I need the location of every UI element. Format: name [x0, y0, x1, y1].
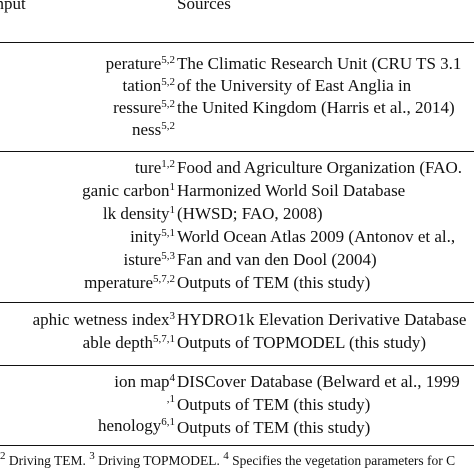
source-text: The Climatic Research Unit (CRU TS 3.1: [177, 54, 462, 73]
source-text: Outputs of TEM (this study): [177, 273, 371, 292]
source-text: Harmonized World Soil Database: [177, 181, 406, 200]
row-label: able depth5,7,1: [82, 333, 175, 352]
row-label: ion map4: [114, 372, 175, 391]
header-input-line1: d input: [0, 0, 26, 13]
row-label: ressure5,2: [113, 98, 175, 117]
group-rule: [0, 302, 474, 303]
source-text: Fan and van den Dool (2004): [177, 250, 377, 269]
source-text: the United Kingdom (Harris et al., 2014): [177, 98, 455, 117]
row-label: inity5,1: [130, 227, 175, 246]
row-label: ness5,2: [131, 120, 175, 139]
source-text: (HWSD; FAO, 2008): [177, 204, 323, 223]
source-text: HYDRO1k Elevation Derivative Database: [177, 310, 467, 329]
row-label: aphic wetness index3: [32, 310, 175, 329]
group-rule: [0, 365, 474, 366]
source-text: Food and Agriculture Organization (FAO.: [177, 158, 463, 177]
row-label: ture1,2: [134, 158, 175, 177]
row-label: tation5,2: [122, 76, 175, 95]
source-text: World Ocean Atlas 2009 (Antonov et al.,: [177, 227, 456, 246]
row-label: isture5,3: [123, 250, 175, 269]
row-label: perature5,2: [105, 54, 175, 73]
group-rule: [0, 151, 474, 152]
source-text: of the University of East Anglia in: [177, 76, 412, 95]
row-label: henology6,1: [97, 416, 175, 435]
source-text: DISCover Database (Belward et al., 1999: [177, 372, 460, 391]
row-label: lk density1: [102, 204, 175, 223]
source-text: Outputs of TEM (this study): [177, 418, 371, 437]
source-text: Outputs of TOPMODEL (this study): [177, 333, 427, 352]
table-footnote: 2 Driving TEM. 3 Driving TOPMODEL. 4 Spe…: [0, 450, 456, 469]
source-text: Outputs of TEM (this study): [177, 395, 371, 414]
header-sources: Sources: [177, 0, 231, 13]
row-label: ,1: [166, 393, 175, 405]
row-label: ganic carbon1: [82, 181, 175, 200]
row-label: mperature5,7,2: [84, 273, 175, 292]
table-bottom-rule: [0, 445, 474, 446]
header-rule: [0, 42, 474, 43]
